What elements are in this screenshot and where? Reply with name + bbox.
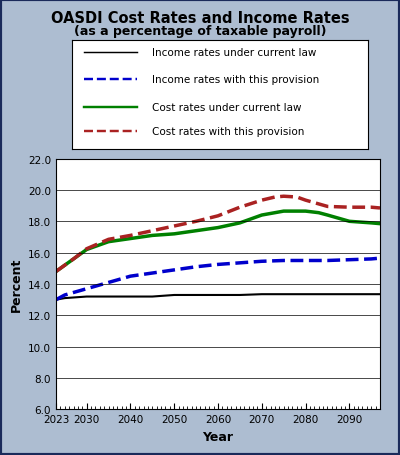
Income rates under current law bbox=[259, 292, 264, 297]
Line: Income rates with this provision: Income rates with this provision bbox=[56, 258, 380, 300]
Cost rates with this provision bbox=[281, 194, 286, 199]
Cost rates under current law bbox=[216, 225, 220, 231]
Income rates under current law bbox=[84, 294, 89, 299]
Income rates under current law bbox=[369, 292, 374, 297]
Cost rates with this provision bbox=[71, 257, 76, 262]
Cost rates with this provision bbox=[325, 204, 330, 210]
Income rates with this provision bbox=[369, 257, 374, 262]
Cost rates with this provision bbox=[294, 195, 299, 200]
Cost rates with this provision bbox=[238, 205, 242, 211]
Text: Income rates under current law: Income rates under current law bbox=[152, 48, 316, 58]
Cost rates with this provision bbox=[347, 205, 352, 211]
Cost rates under current law bbox=[259, 213, 264, 218]
Cost rates under current law bbox=[316, 211, 321, 216]
Cost rates under current law bbox=[194, 228, 198, 234]
Income rates under current law bbox=[281, 292, 286, 297]
Cost rates under current law bbox=[378, 222, 382, 227]
Income rates with this provision bbox=[325, 258, 330, 263]
Income rates with this provision bbox=[281, 258, 286, 263]
Cost rates with this provision bbox=[172, 224, 177, 229]
Cost rates with this provision bbox=[272, 195, 277, 200]
Income rates with this provision bbox=[128, 274, 133, 279]
Cost rates under current law bbox=[54, 269, 58, 274]
Cost rates under current law bbox=[71, 257, 76, 262]
Cost rates with this provision bbox=[106, 237, 111, 243]
Cost rates with this provision bbox=[194, 219, 198, 224]
Income rates under current law bbox=[106, 294, 111, 299]
Income rates under current law bbox=[54, 297, 58, 303]
Cost rates under current law bbox=[62, 263, 67, 268]
Y-axis label: Percent: Percent bbox=[10, 257, 22, 312]
Income rates with this provision bbox=[172, 268, 177, 273]
Income rates under current law bbox=[128, 294, 133, 299]
Income rates with this provision bbox=[150, 271, 155, 276]
Text: OASDI Cost Rates and Income Rates: OASDI Cost Rates and Income Rates bbox=[51, 11, 349, 26]
Cost rates under current law bbox=[281, 209, 286, 214]
Line: Cost rates under current law: Cost rates under current law bbox=[56, 212, 380, 272]
Income rates with this provision bbox=[216, 262, 220, 268]
Text: (as a percentage of taxable payroll): (as a percentage of taxable payroll) bbox=[74, 25, 326, 38]
Income rates under current law bbox=[325, 292, 330, 297]
Income rates with this provision bbox=[194, 264, 198, 270]
Line: Income rates under current law: Income rates under current law bbox=[56, 294, 380, 300]
Income rates with this provision bbox=[62, 293, 67, 298]
Cost rates with this provision bbox=[84, 247, 89, 252]
Cost rates under current law bbox=[303, 209, 308, 214]
Income rates with this provision bbox=[303, 258, 308, 263]
Text: Cost rates under current law: Cost rates under current law bbox=[152, 102, 302, 112]
Cost rates with this provision bbox=[150, 228, 155, 234]
Income rates under current law bbox=[303, 292, 308, 297]
Cost rates under current law bbox=[84, 247, 89, 253]
Income rates under current law bbox=[194, 293, 198, 298]
Line: Cost rates with this provision: Cost rates with this provision bbox=[56, 197, 380, 272]
Cost rates with this provision bbox=[128, 233, 133, 238]
Cost rates under current law bbox=[347, 219, 352, 224]
Income rates with this provision bbox=[238, 261, 242, 266]
Cost rates with this provision bbox=[378, 206, 382, 211]
Income rates under current law bbox=[62, 296, 67, 301]
Cost rates under current law bbox=[128, 236, 133, 242]
Cost rates under current law bbox=[325, 213, 330, 218]
Text: Income rates with this provision: Income rates with this provision bbox=[152, 75, 319, 85]
Income rates with this provision bbox=[378, 256, 382, 261]
Income rates with this provision bbox=[54, 297, 58, 303]
Income rates with this provision bbox=[84, 286, 89, 292]
Cost rates with this provision bbox=[62, 263, 67, 268]
Income rates with this provision bbox=[347, 258, 352, 263]
X-axis label: Year: Year bbox=[202, 430, 234, 443]
Income rates under current law bbox=[216, 293, 220, 298]
Income rates under current law bbox=[150, 294, 155, 299]
Income rates under current law bbox=[378, 292, 382, 297]
Cost rates under current law bbox=[172, 232, 177, 237]
Income rates under current law bbox=[172, 293, 177, 298]
Cost rates under current law bbox=[106, 239, 111, 245]
Cost rates under current law bbox=[369, 221, 374, 226]
Income rates under current law bbox=[238, 293, 242, 298]
Income rates with this provision bbox=[259, 259, 264, 264]
Cost rates under current law bbox=[150, 233, 155, 238]
Cost rates with this provision bbox=[54, 269, 58, 274]
Cost rates with this provision bbox=[369, 205, 374, 211]
Income rates with this provision bbox=[106, 280, 111, 286]
Cost rates with this provision bbox=[303, 198, 308, 203]
Cost rates with this provision bbox=[216, 213, 220, 219]
Income rates under current law bbox=[347, 292, 352, 297]
Cost rates under current law bbox=[238, 221, 242, 226]
Text: Cost rates with this provision: Cost rates with this provision bbox=[152, 126, 304, 136]
Cost rates with this provision bbox=[259, 198, 264, 203]
